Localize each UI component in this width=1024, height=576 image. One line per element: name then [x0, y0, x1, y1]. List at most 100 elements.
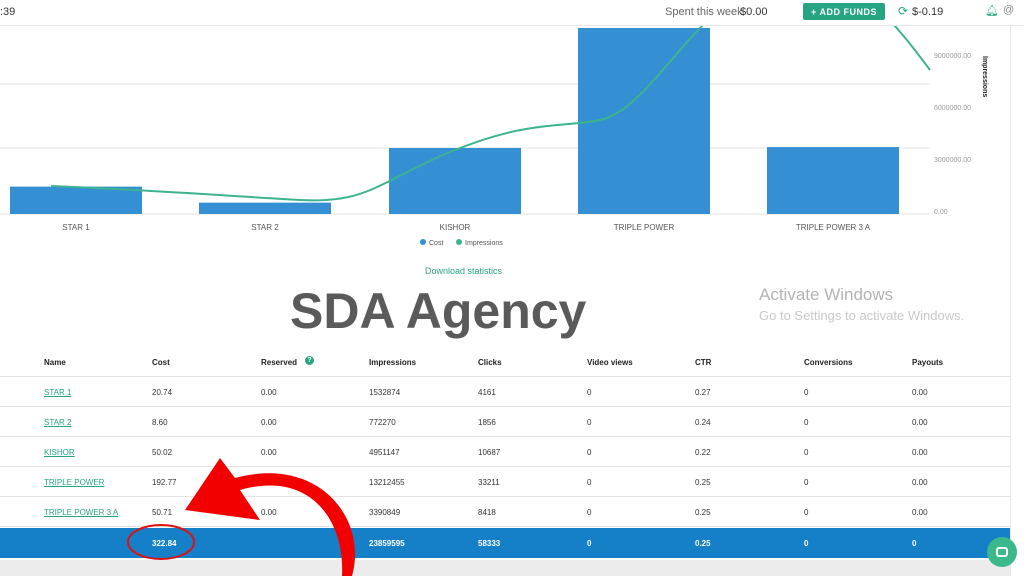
bar-kishor [389, 147, 521, 214]
y2-tick-label: 6000000.00 [934, 105, 971, 112]
table-cell: 8418 [478, 508, 496, 517]
table-cell: 20.74 [152, 388, 173, 397]
table-cell: 0.27 [695, 388, 711, 397]
table-header: Name Cost Reserved? Impressions Clicks Video … [0, 347, 1010, 377]
table-cell: 13212455 [369, 478, 405, 487]
total-cell: 0.25 [695, 539, 711, 548]
legend-swatch [456, 239, 462, 245]
legend-swatch [420, 239, 426, 245]
table-cell: 4951147 [369, 448, 400, 457]
x-tick-label: KISHOR [440, 223, 471, 232]
spent-label: Spent this week [665, 6, 743, 18]
y2-tick-label: 3000000.00 [934, 157, 971, 164]
table-cell: 33211 [478, 478, 500, 487]
balance-value: $-0.19 [912, 6, 944, 18]
column-header: Impressions [369, 358, 417, 367]
table-row: TRIPLE POWER 192.77 13212455 33211 0 0.25 0 0.0… [0, 467, 1010, 497]
table-cell: 0.00 [261, 508, 277, 517]
table-cell: 0 [587, 418, 592, 427]
bar-star-2 [199, 202, 331, 214]
table-row: STAR 1 20.74 0.00 1532874 4161 0 0.27 0 0.00 [0, 377, 1010, 407]
activate-windows-title: Activate Windows [759, 285, 894, 304]
x-tick-label: STAR 2 [251, 223, 279, 232]
column-header: Conversions [804, 358, 853, 367]
spent-value: $0.00 [740, 6, 768, 18]
help-icon[interactable]: ? [305, 356, 314, 365]
table-cell: 0 [587, 448, 592, 457]
table-row: KISHOR 50.02 0.00 4951147 10687 0 0.22 0 0.00 [0, 437, 1010, 467]
table-cell: 0.00 [912, 478, 928, 487]
table-cell: 0.00 [261, 418, 277, 427]
table-cell: 50.71 [152, 508, 173, 517]
table-cell: 1856 [478, 418, 496, 427]
chat-icon [996, 547, 1008, 557]
y2-tick-label: 9000000.00 [934, 53, 971, 60]
y2-axis-label: Impressions [981, 56, 988, 97]
table-cell: 10687 [478, 448, 501, 457]
x-tick-label: STAR 1 [62, 223, 90, 232]
table-cell: 0.00 [261, 388, 277, 397]
total-cell: 58333 [478, 539, 501, 548]
add-funds-button[interactable]: + ADD FUNDS [803, 3, 885, 20]
download-statistics-link[interactable]: Download statistics [425, 266, 503, 276]
table-cell: 0.24 [695, 418, 711, 427]
table-cell: 192.77 [152, 478, 177, 487]
activate-windows-subtitle: Go to Settings to activate Windows. [759, 308, 965, 323]
column-header: Payouts [912, 358, 944, 367]
table-row: STAR 2 8.60 0.00 772270 1856 0 0.24 0 0.00 [0, 407, 1010, 437]
table-cell: 0.00 [912, 388, 928, 397]
table-cell: 0.00 [912, 418, 928, 427]
table-cell: 0.22 [695, 448, 711, 457]
table-cell: 0 [804, 448, 809, 457]
column-header: CTR [695, 358, 712, 367]
table-cell: 4161 [478, 388, 496, 397]
table-cell: 0 [587, 478, 592, 487]
table-cell: 0 [804, 388, 809, 397]
table-cell: 0.25 [695, 478, 711, 487]
cost-impressions-chart: STAR 1 STAR 2 KISHOR TRIPLE POWER TRIPLE POW… [0, 9, 988, 247]
column-header: Video views [587, 358, 633, 367]
column-header: Clicks [478, 358, 502, 367]
table-cell: 0.00 [912, 508, 928, 517]
refresh-icon[interactable]: ⟳ [898, 4, 909, 18]
bar-star-1 [10, 186, 142, 214]
column-header: Reserved [261, 358, 298, 367]
table-cell: 1532874 [369, 388, 401, 397]
table-cell: 0.00 [261, 448, 277, 457]
table-cell: 0 [804, 418, 809, 427]
scrollbar[interactable] [1010, 26, 1024, 576]
campaign-link[interactable]: TRIPLE POWER [44, 478, 105, 487]
total-cell: 322.84 [152, 539, 177, 548]
legend-label: Impressions [465, 240, 503, 247]
account-icon[interactable]: @ [1003, 4, 1015, 16]
totals-row: 322.84 23859595 58333 0 0.25 0 0 [0, 528, 1010, 558]
legend-label: Cost [429, 240, 443, 247]
time-label: :39 [0, 6, 16, 18]
x-tick-label: TRIPLE POWER 3 A [796, 223, 871, 232]
campaign-link[interactable]: STAR 2 [44, 418, 72, 427]
top-bar: :39 Spent this week $0.00 + ADD FUNDS ⟳ … [0, 0, 1024, 26]
table-cell: 50.02 [152, 448, 173, 457]
campaign-link[interactable]: STAR 1 [44, 388, 72, 397]
campaign-link[interactable]: TRIPLE POWER 3 A [44, 508, 119, 517]
table-cell: 0 [804, 478, 809, 487]
bar-triple-power-3-a [767, 147, 899, 214]
chat-button[interactable] [987, 537, 1017, 567]
table-cell: 0.25 [695, 508, 711, 517]
table-cell: 3390849 [369, 508, 401, 517]
table-cell: 0 [587, 388, 592, 397]
total-cell: 0 [804, 539, 809, 548]
campaign-link[interactable]: KISHOR [44, 448, 75, 457]
total-cell: 0 [912, 539, 917, 548]
table-footer [0, 560, 1010, 576]
table-cell: 0.00 [912, 448, 928, 457]
table-cell: 0 [587, 508, 592, 517]
column-header: Name [44, 358, 66, 367]
x-tick-label: TRIPLE POWER [614, 223, 675, 232]
table-cell: 772270 [369, 418, 396, 427]
y2-tick-label: 0.00 [934, 209, 948, 216]
total-cell: 0 [587, 539, 592, 548]
total-cell: 23859595 [369, 539, 405, 548]
bell-icon[interactable]: 🔔︎ [985, 5, 999, 17]
